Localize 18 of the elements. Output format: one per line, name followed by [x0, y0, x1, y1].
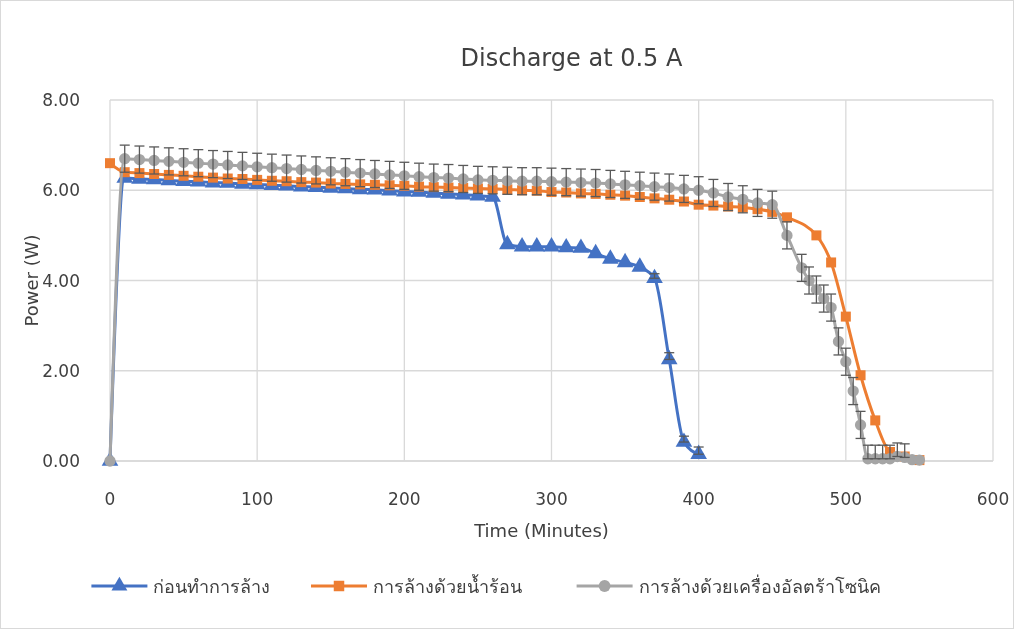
x-tick-label: 300: [535, 489, 568, 509]
y-tick-label: 6.00: [42, 180, 80, 201]
chart-title: Discharge at 0.5 A: [460, 44, 683, 72]
x-tick-label: 100: [240, 489, 274, 509]
x-tick-label: 200: [388, 489, 421, 509]
x-tick-label: 600: [976, 489, 1010, 509]
x-tick-label: 500: [829, 489, 863, 509]
y-tick-label: 2.00: [42, 360, 80, 381]
legend-label: ก่อนทำการล้าง: [153, 576, 271, 597]
x-tick-label: 0: [104, 489, 116, 509]
x-axis-title: Time (Minutes): [473, 520, 609, 541]
y-tick-label: 0.00: [42, 451, 80, 471]
y-tick-label: 8.00: [42, 90, 80, 110]
legend-label: การล้างด้วยเครื่องอัลตร้าโซนิค: [638, 574, 881, 597]
x-tick-label: 400: [682, 489, 715, 509]
legend-label: การล้างด้วยน้ำร้อน: [373, 574, 522, 597]
y-axis-title: Power (W): [21, 234, 42, 327]
y-tick-label: 4.00: [42, 270, 80, 291]
